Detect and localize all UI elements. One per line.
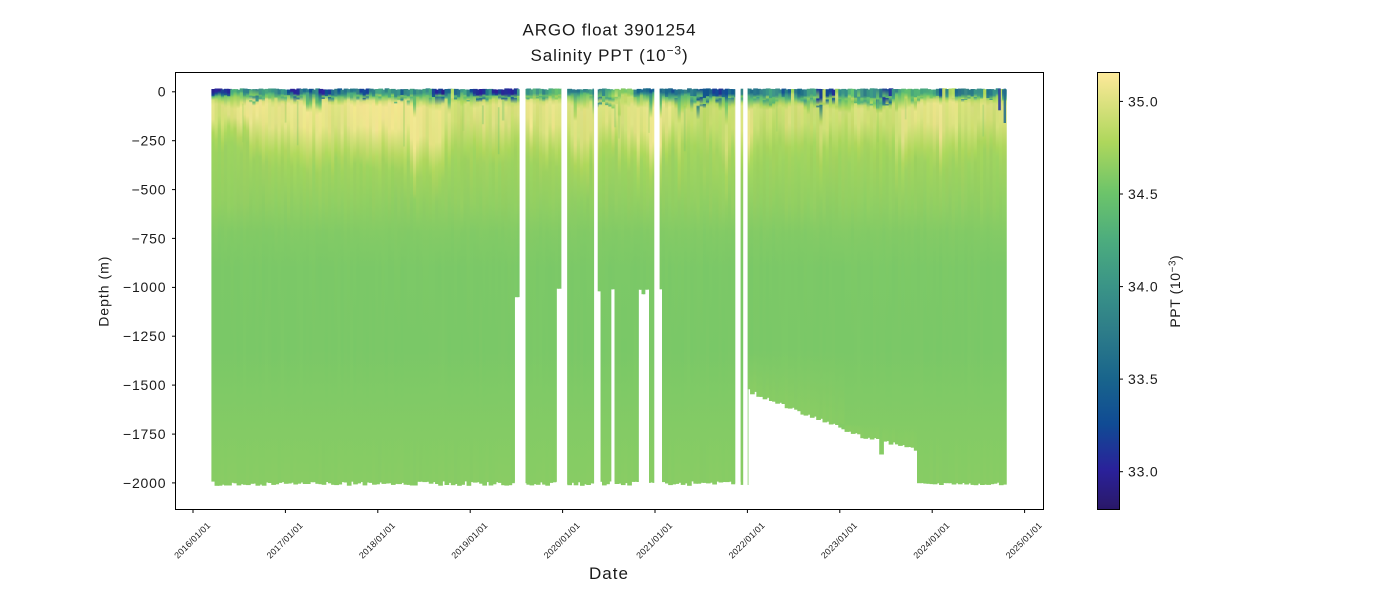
svg-text:−500: −500 — [132, 182, 167, 198]
svg-text:−1750: −1750 — [123, 426, 166, 442]
svg-text:34.5: 34.5 — [1128, 186, 1158, 202]
svg-text:PPT (10−3): PPT (10−3) — [1167, 255, 1183, 328]
svg-text:Depth (m): Depth (m) — [96, 256, 112, 327]
svg-text:33.0: 33.0 — [1128, 464, 1158, 480]
svg-text:−1000: −1000 — [123, 279, 166, 295]
svg-text:Salinity PPT (10−3): Salinity PPT (10−3) — [530, 44, 688, 65]
svg-text:−1250: −1250 — [123, 328, 166, 344]
svg-text:35.0: 35.0 — [1128, 93, 1158, 109]
svg-text:−250: −250 — [132, 133, 167, 149]
svg-text:ARGO float 3901254: ARGO float 3901254 — [522, 20, 696, 39]
svg-text:−2000: −2000 — [123, 475, 166, 491]
svg-text:−1500: −1500 — [123, 377, 166, 393]
svg-text:−750: −750 — [132, 230, 167, 246]
svg-text:34.0: 34.0 — [1128, 279, 1158, 295]
svg-text:0: 0 — [158, 84, 167, 100]
svg-text:Date: Date — [589, 564, 629, 583]
svg-text:33.5: 33.5 — [1128, 371, 1158, 387]
